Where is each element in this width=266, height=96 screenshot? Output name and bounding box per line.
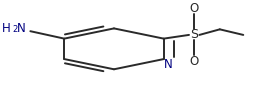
Text: 2: 2 [12, 25, 17, 34]
Text: O: O [189, 55, 198, 68]
Text: N: N [17, 22, 26, 35]
Text: H: H [2, 22, 11, 35]
Text: S: S [190, 28, 198, 41]
Text: N: N [164, 58, 173, 71]
Text: O: O [189, 2, 198, 15]
